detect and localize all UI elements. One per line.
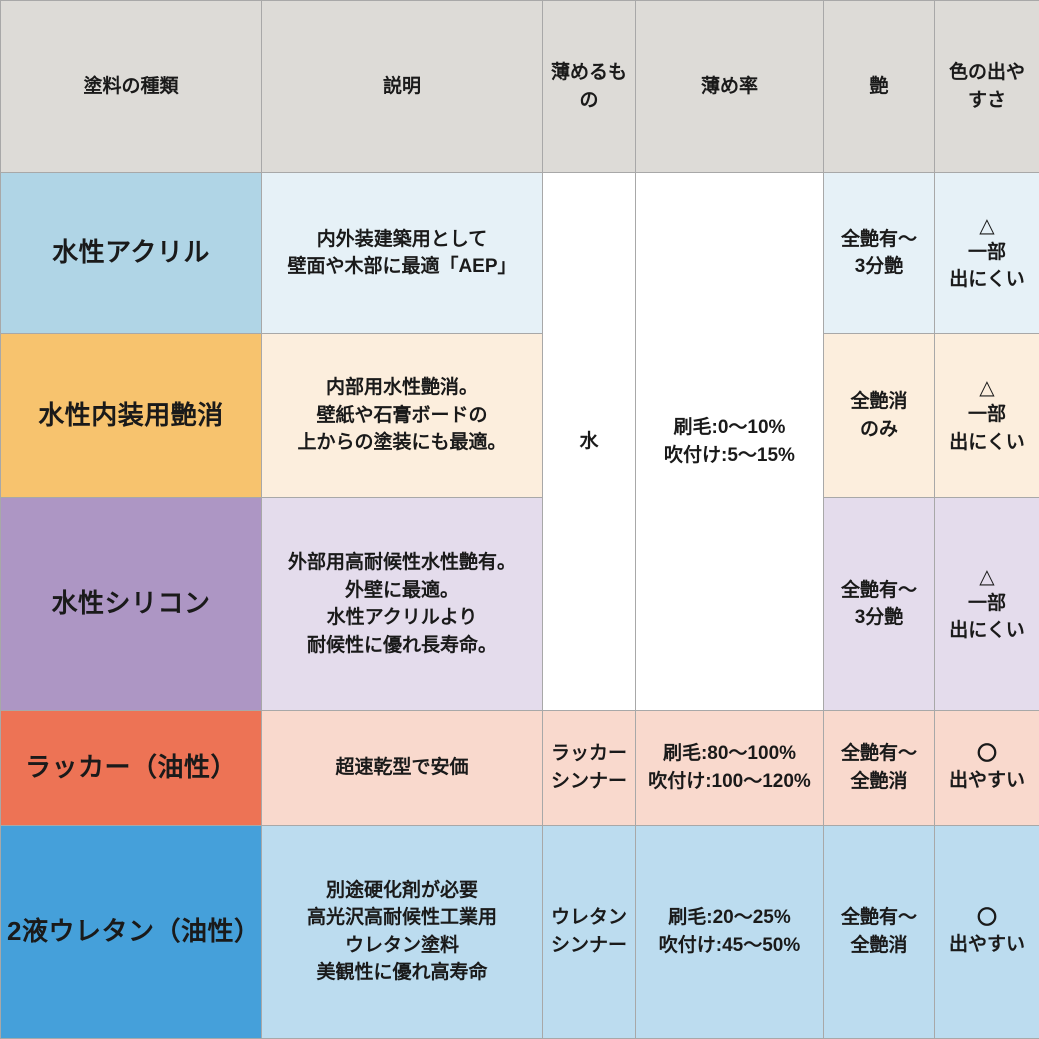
header-description: 説明 [261, 0, 543, 173]
color-ease-label: 出やすい [948, 770, 1025, 792]
description-cell: 外部用高耐候性水性艶有。 外壁に最適。 水性アクリルより 耐候性に優れ長寿命。 [261, 497, 543, 712]
thinner-cell: ラッカー シンナー [542, 710, 636, 826]
thinner-cell-merged: 水 [542, 171, 636, 712]
header-color-ease: 色の出やすさ [934, 0, 1039, 173]
color-ease-cell: △ 一部 出にくい [934, 333, 1039, 499]
dilution-rate-cell: 刷毛:80〜100% 吹付け:100〜120% [635, 710, 824, 826]
thinner-cell: ウレタン シンナー [542, 824, 636, 1039]
color-ease-label: 出やすい [948, 934, 1025, 956]
color-ease-cell: 〇 出やすい [934, 824, 1039, 1039]
circle-mark-icon: 〇 [977, 907, 997, 930]
table-header: 塗料の種類 説明 薄めるもの 薄め率 艶 色の出やすさ [0, 0, 1039, 173]
gloss-cell: 全艶消 のみ [823, 333, 935, 499]
table-row: ラッカー（油性） 超速乾型で安価 ラッカー シンナー 刷毛:80〜100% 吹付け:… [0, 710, 1039, 826]
circle-mark-icon: 〇 [977, 743, 997, 766]
description-cell: 別途硬化剤が必要 高光沢高耐候性工業用 ウレタン塗料 美観性に優れ高寿命 [261, 824, 543, 1039]
header-gloss: 艶 [823, 0, 935, 173]
paint-type-cell: 水性シリコン [0, 497, 262, 712]
dilution-rate-cell: 刷毛:20〜25% 吹付け:45〜50% [635, 824, 824, 1039]
header-row: 塗料の種類 説明 薄めるもの 薄め率 艶 色の出やすさ [0, 0, 1039, 173]
color-ease-cell: △ 一部 出にくい [934, 497, 1039, 712]
color-ease-label: 一部 出にくい [949, 241, 1025, 291]
gloss-cell: 全艶有〜 3分艶 [823, 497, 935, 712]
header-thinner: 薄めるもの [542, 0, 636, 173]
gloss-cell: 全艶有〜 全艶消 [823, 710, 935, 826]
description-cell: 内部用水性艶消。 壁紙や石膏ボードの 上からの塗装にも最適。 [261, 333, 543, 499]
color-ease-cell: 〇 出やすい [934, 710, 1039, 826]
header-dilution-rate: 薄め率 [635, 0, 824, 173]
triangle-mark-icon: △ [979, 377, 995, 400]
table-row: 水性内装用艶消 内部用水性艶消。 壁紙や石膏ボードの 上からの塗装にも最適。 全艶消… [0, 333, 1039, 499]
description-cell: 内外装建築用として 壁面や木部に最適「AEP」 [261, 171, 543, 335]
triangle-mark-icon: △ [979, 565, 995, 588]
triangle-mark-icon: △ [979, 214, 995, 237]
paint-type-cell: 水性アクリル [0, 171, 262, 335]
gloss-cell: 全艶有〜 全艶消 [823, 824, 935, 1039]
color-ease-label: 一部 出にくい [949, 404, 1025, 453]
table-row: 2液ウレタン（油性） 別途硬化剤が必要 高光沢高耐候性工業用 ウレタン塗料 美観性に優… [0, 824, 1039, 1039]
gloss-cell: 全艶有〜 3分艶 [823, 171, 935, 335]
color-ease-label: 一部 出にくい [949, 592, 1025, 642]
table-body: 水性アクリル 内外装建築用として 壁面や木部に最適「AEP」 水 刷毛:0〜10%… [0, 171, 1039, 1039]
header-paint-type: 塗料の種類 [0, 0, 262, 173]
paint-type-cell: 水性内装用艶消 [0, 333, 262, 499]
paint-type-cell: ラッカー（油性） [0, 710, 262, 826]
table-row: 水性シリコン 外部用高耐候性水性艶有。 外壁に最適。 水性アクリルより 耐候性に優れ長… [0, 497, 1039, 712]
color-ease-cell: △ 一部 出にくい [934, 171, 1039, 335]
paint-type-cell: 2液ウレタン（油性） [0, 824, 262, 1039]
table-row: 水性アクリル 内外装建築用として 壁面や木部に最適「AEP」 水 刷毛:0〜10%… [0, 171, 1039, 712]
description-cell: 超速乾型で安価 [261, 710, 543, 826]
dilution-rate-cell-merged: 刷毛:0〜10% 吹付け:5〜15% [635, 171, 824, 712]
